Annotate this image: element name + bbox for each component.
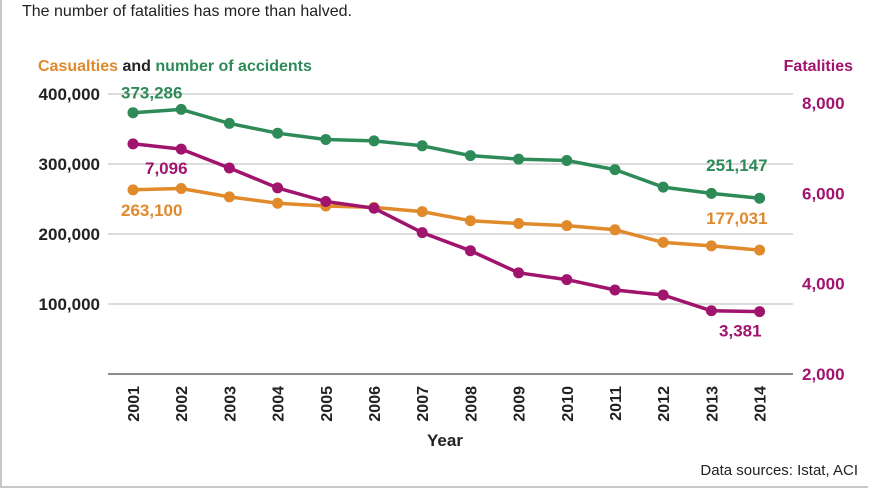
data-point-accidents [464, 150, 476, 162]
x-tick-label: 2009 [512, 386, 529, 422]
data-point-fatalities [754, 306, 766, 318]
right-axis-tick-labels: 2,000 4,000 6,000 8,000 [802, 94, 845, 384]
left-axis-title-casualties: Casualties [38, 58, 118, 75]
data-label-casualties-first: 263,100 [121, 201, 182, 220]
x-tick-label: 2004 [271, 386, 288, 422]
data-point-accidents [368, 135, 380, 147]
data-point-fatalities [223, 162, 235, 174]
data-point-accidents [754, 192, 766, 204]
data-point-fatalities [513, 267, 525, 279]
data-point-accidents [320, 134, 332, 145]
data-point-fatalities [368, 202, 380, 214]
left-axis-tick-labels: 100,000 200,000 300,000 400,000 [39, 85, 100, 314]
data-point-accidents [513, 153, 525, 165]
x-tick-label: 2011 [608, 386, 625, 421]
data-point-fatalities [127, 138, 139, 150]
data-point-fatalities [705, 305, 717, 317]
data-label-accidents-first: 373,286 [121, 84, 182, 103]
x-tick-label: 2002 [174, 386, 191, 422]
grid-lines [108, 93, 793, 305]
data-point-accidents [657, 181, 669, 193]
x-tick-label: 2006 [367, 386, 384, 422]
series-layer [127, 103, 766, 318]
data-point-accidents [561, 155, 573, 166]
x-tick-label: 2007 [415, 386, 432, 422]
data-point-casualties [127, 184, 139, 196]
data-point-fatalities [416, 227, 428, 239]
right-tick-label: 6,000 [802, 184, 845, 203]
data-point-accidents [223, 117, 235, 129]
data-point-fatalities [464, 245, 476, 257]
data-point-accidents [175, 103, 187, 115]
data-point-casualties [416, 206, 428, 218]
data-point-accidents [416, 140, 428, 152]
chart-subtitle: The number of fatalities has more than h… [22, 3, 352, 20]
right-tick-label: 8,000 [802, 94, 845, 113]
series-line-fatalities [132, 142, 760, 314]
right-axis-title: Fatalities [784, 58, 853, 75]
data-point-casualties [705, 240, 717, 252]
data-point-casualties [513, 218, 525, 229]
data-label-fatalities-last: 3,381 [719, 322, 762, 341]
left-axis-title: Casualties and number of accidents [38, 58, 312, 75]
right-tick-label: 2,000 [802, 365, 845, 384]
data-point-casualties [561, 220, 573, 232]
x-axis-tick-labels: 2001 2002 2003 2004 2005 2006 2007 2008 2009 2010… [126, 386, 770, 422]
data-point-accidents [609, 164, 621, 176]
right-tick-label: 4,000 [802, 275, 845, 294]
x-tick-label: 2014 [753, 386, 770, 422]
data-point-casualties [464, 215, 476, 227]
data-point-fatalities [272, 182, 284, 194]
data-point-casualties [223, 191, 235, 203]
data-source-note: Data sources: Istat, ACI [700, 462, 858, 479]
data-point-accidents [127, 107, 139, 119]
data-point-casualties [175, 183, 187, 194]
x-tick-label: 2010 [560, 386, 577, 422]
data-point-casualties [657, 236, 669, 248]
data-point-fatalities [320, 195, 332, 207]
data-label-casualties-last: 177,031 [706, 209, 767, 228]
x-tick-label: 2001 [126, 386, 143, 422]
data-point-fatalities [609, 284, 621, 296]
x-tick-label: 2008 [463, 386, 480, 422]
data-point-casualties [272, 197, 284, 209]
data-point-casualties [609, 224, 621, 236]
x-tick-label: 2012 [656, 386, 673, 422]
x-tick-label: 2005 [319, 386, 336, 422]
left-tick-label: 300,000 [39, 155, 100, 174]
left-tick-label: 100,000 [39, 295, 100, 314]
data-label-fatalities-first: 7,096 [145, 159, 188, 178]
x-axis-title: Year [427, 431, 463, 450]
x-tick-label: 2003 [222, 386, 239, 422]
left-axis-title-and: and [118, 58, 155, 75]
left-axis-title-accidents: number of accidents [155, 58, 312, 75]
series-line-accidents [132, 107, 760, 200]
data-point-accidents [272, 127, 284, 139]
left-tick-label: 400,000 [39, 85, 100, 104]
data-label-accidents-last: 251,147 [706, 156, 767, 175]
data-point-accidents [705, 187, 717, 199]
data-point-fatalities [657, 289, 669, 301]
data-labels: 373,286 251,147 263,100 177,031 7,096 3,381 [121, 84, 768, 341]
data-point-fatalities [175, 143, 187, 155]
left-tick-label: 200,000 [39, 225, 100, 244]
series-line-casualties [132, 186, 760, 252]
x-tick-label: 2013 [704, 386, 721, 422]
data-point-fatalities [561, 274, 573, 286]
data-point-casualties [754, 244, 766, 256]
